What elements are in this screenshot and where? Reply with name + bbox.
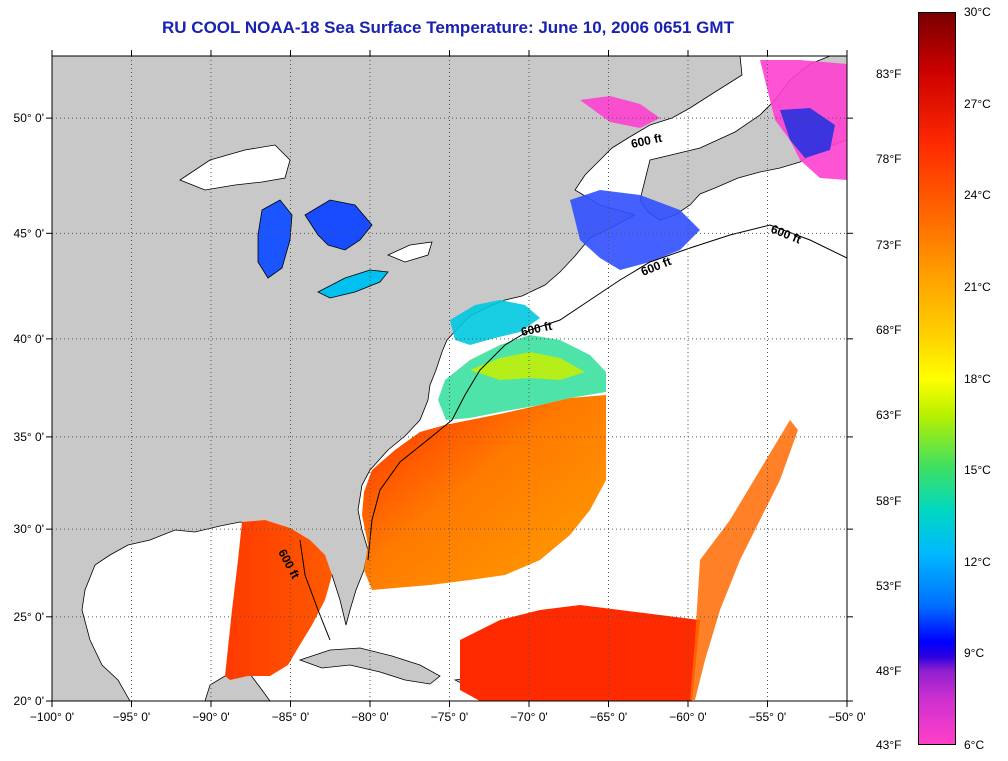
lon-tick-label: −55° 0' [749, 710, 786, 724]
axis-ticks [46, 50, 853, 707]
lat-tick-label: 30° 0' [14, 522, 44, 536]
longitude-axis: −100° 0' −95° 0' −90° 0' −85° 0' −80° 0' −75°… [30, 710, 866, 724]
colorbar-fahrenheit-label: 83°F [876, 67, 902, 81]
colorbar-fahrenheit-label: 53°F [876, 578, 902, 593]
lon-tick-label: −80° 0' [351, 710, 388, 724]
sst-gulf-of-mexico [225, 520, 332, 680]
lon-tick-label: −95° 0' [113, 710, 150, 724]
temperature-colorbar [918, 12, 956, 745]
colorbar-celsius-label: 6°C [964, 738, 985, 752]
lon-tick-label: −100° 0' [30, 710, 74, 724]
isobath-label-midatlantic: 600 ft [520, 319, 554, 339]
land-cuba [298, 647, 441, 685]
graticule [52, 56, 847, 701]
lat-tick-label: 40° 0' [14, 332, 44, 346]
lon-tick-label: −60° 0' [669, 710, 706, 724]
colorbar-fahrenheit-label: 58°F [876, 493, 902, 508]
colorbar-celsius-label: 12°C [964, 554, 991, 569]
isobath-600ft [299, 224, 847, 641]
sst-gulf-st-lawrence [580, 96, 660, 128]
colorbar-fahrenheit-label: 48°F [876, 664, 902, 679]
sst-caribbean [460, 605, 700, 701]
land-north-america [52, 56, 743, 701]
colorbar-celsius-label: 9°C [964, 646, 985, 661]
sst-gulf-of-maine [570, 190, 700, 270]
map-title: RU COOL NOAA-18 Sea Surface Temperature:… [162, 18, 734, 37]
sst-open-ocean-east [690, 420, 798, 700]
lat-tick-label: 20° 0' [14, 694, 44, 708]
lat-tick-label: 25° 0' [14, 610, 44, 624]
isobath-label-st-lawrence: 600 ft [630, 131, 664, 151]
colorbar-celsius-label: 24°C [964, 188, 991, 203]
lon-tick-label: −50° 0' [828, 710, 865, 724]
sst-newfoundland-cool [780, 108, 835, 158]
colorbar-fahrenheit-label: 68°F [876, 322, 902, 337]
colorbar-celsius-label: 27°C [964, 96, 991, 111]
colorbar-celsius-label: 15°C [964, 463, 991, 478]
lake-superior [179, 144, 291, 191]
lake-michigan [257, 199, 293, 279]
lon-tick-label: −85° 0' [272, 710, 309, 724]
lon-tick-label: −75° 0' [431, 710, 468, 724]
colorbar-celsius-label: 30°C [964, 5, 991, 19]
colorbar-celsius-label: 21°C [964, 279, 991, 294]
colorbar-fahrenheit-label: 43°F [876, 738, 902, 752]
colorbar-fahrenheit-label: 78°F [876, 152, 902, 167]
sst-gulf-stream-front [470, 352, 585, 380]
latitude-axis: 20° 0' 25° 0' 30° 0' 35° 0' 40° 0' 45° 0' 50° … [14, 111, 44, 708]
lat-tick-label: 45° 0' [14, 226, 44, 240]
lat-tick-label: 35° 0' [14, 430, 44, 444]
lon-tick-label: −70° 0' [510, 710, 547, 724]
lon-tick-label: −65° 0' [590, 710, 627, 724]
lon-tick-label: −90° 0' [192, 710, 229, 724]
sst-nj-shelf [450, 300, 540, 345]
lake-ontario [386, 241, 433, 263]
lat-tick-label: 50° 0' [14, 111, 44, 125]
lake-huron [304, 199, 373, 251]
colorbar-celsius-label: 18°C [964, 371, 991, 386]
colorbar-fahrenheit-label: 63°F [876, 408, 902, 423]
colorbar-fahrenheit-label: 73°F [876, 237, 902, 252]
